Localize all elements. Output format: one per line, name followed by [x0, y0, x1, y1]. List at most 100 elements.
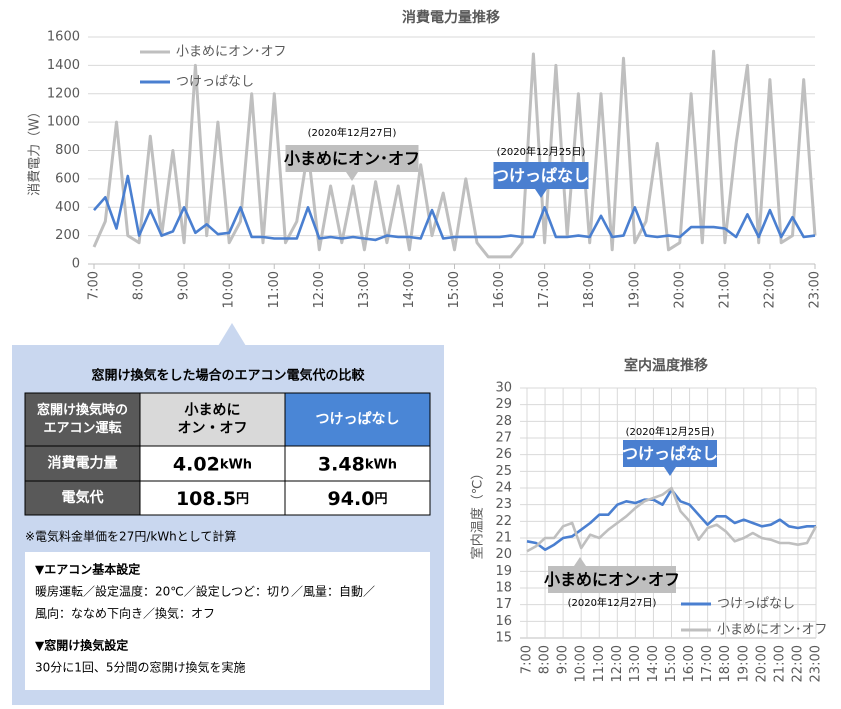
table-header-text: エアコン運転 [43, 420, 121, 436]
series-line [93, 174, 816, 242]
callout-box [493, 162, 589, 189]
table-cell-value: 4.02kWh [173, 453, 252, 475]
x-tick-label: 17:00 [537, 271, 552, 308]
callout-box [285, 145, 419, 172]
x-tick-label: 21:00 [717, 271, 732, 308]
table-row-label: 消費電力量 [48, 455, 118, 472]
series-line [526, 486, 818, 553]
y-tick-label: 15 [495, 631, 512, 646]
settings-line: 暖房運転／設定温度：20℃／設定しつど：切り／風量：自動／ [35, 584, 375, 599]
y-tick-label: 600 [55, 171, 80, 186]
y-tick-label: 400 [55, 200, 80, 215]
cell-number: 94.0 [328, 488, 375, 510]
y-tick-label: 18 [495, 581, 512, 596]
x-tick-label: 10:00 [222, 271, 237, 308]
y-tick-label: 200 [55, 228, 80, 243]
x-tick-label: 14:00 [402, 271, 417, 308]
settings-line: 30分に1回、5分間の窓開け換気を実施 [35, 660, 246, 675]
cell-number: 108.5 [176, 488, 236, 510]
y-axis-label: 室内温度（℃） [470, 467, 486, 560]
table-header-text: つけっぱなし [316, 411, 400, 428]
table-cell [139, 480, 286, 516]
table-cell-value: 94.0円 [328, 488, 388, 510]
table-title: 窓開け換気をした場合のエアコン電気代の比較 [91, 368, 365, 384]
callout-date: (2020年12月25日) [626, 425, 715, 438]
callout-label: 小まめにオン･オフ [544, 570, 680, 589]
y-tick-label: 20 [495, 547, 512, 562]
x-tick-label: 18:00 [718, 645, 733, 682]
x-tick-label: 16:00 [682, 645, 697, 682]
callout-date: (2020年12月27日) [568, 596, 657, 609]
callout-pointer [535, 189, 547, 198]
callout-date: (2020年12月25日) [497, 145, 586, 158]
y-tick-label: 21 [495, 531, 512, 546]
panel-pointer [218, 323, 246, 346]
table-header-text: オン・オフ [178, 421, 248, 437]
callout-pointer [664, 467, 676, 476]
x-tick-label: 11:00 [592, 645, 607, 682]
x-tick-label: 17:00 [700, 645, 715, 682]
settings-box [25, 552, 430, 690]
y-tick-label: 30 [495, 381, 512, 396]
x-tick-label: 20:00 [672, 271, 687, 308]
legend-label: つけっぱなし [717, 597, 795, 612]
x-tick-label: 16:00 [492, 271, 507, 308]
table-row-label: 電気代 [62, 489, 104, 506]
x-tick-label: 9:00 [556, 645, 571, 674]
x-tick-label: 13:00 [628, 645, 643, 682]
y-tick-label: 1000 [47, 115, 80, 130]
x-tick-label: 21:00 [772, 645, 787, 682]
table-row-label-cell [24, 480, 141, 516]
table-header-cell [139, 392, 286, 447]
series-line [92, 49, 817, 259]
chart-title: 消費電力量推移 [402, 9, 500, 26]
callout-box [623, 440, 717, 467]
legend-label: 小まめにオン･オフ [176, 45, 287, 60]
y-tick-label: 24 [495, 481, 512, 496]
table-header-cell [284, 392, 431, 447]
x-tick-label: 18:00 [582, 271, 597, 308]
x-tick-label: 15:00 [664, 645, 679, 682]
table-header-cell [24, 392, 141, 447]
table-cell-value: 108.5円 [176, 488, 249, 510]
x-tick-label: 19:00 [736, 645, 751, 682]
callout-label: 小まめにオン･オフ [284, 149, 420, 168]
cell-unit: kWh [220, 457, 252, 472]
x-tick-label: 23:00 [809, 645, 824, 682]
y-tick-label: 26 [495, 447, 512, 462]
y-tick-label: 0 [72, 257, 80, 272]
y-tick-label: 1600 [47, 30, 80, 45]
y-tick-label: 25 [495, 464, 512, 479]
y-tick-label: 23 [495, 497, 512, 512]
legend-label: つけっぱなし [176, 75, 254, 90]
x-tick-label: 10:00 [574, 645, 589, 682]
x-tick-label: 12:00 [610, 645, 625, 682]
y-tick-label: 29 [495, 397, 512, 412]
y-tick-label: 16 [495, 614, 512, 629]
x-tick-label: 9:00 [177, 271, 192, 300]
x-tick-label: 22:00 [790, 645, 805, 682]
table-cell-value: 3.48kWh [318, 453, 397, 475]
x-tick-label: 7:00 [87, 271, 102, 300]
x-tick-label: 8:00 [538, 645, 553, 674]
y-tick-label: 19 [495, 564, 512, 579]
x-tick-label: 13:00 [357, 271, 372, 308]
table-row-label-cell [24, 445, 141, 482]
y-tick-label: 800 [55, 143, 80, 158]
cell-unit: kWh [365, 457, 397, 472]
cell-unit: 円 [374, 492, 387, 507]
note: ※電気料金単価を27円/kWhとして計算 [25, 529, 236, 544]
x-tick-label: 20:00 [754, 645, 769, 682]
x-tick-label: 15:00 [447, 271, 462, 308]
settings-line: 風向：ななめ下向き／換気：オフ [35, 606, 215, 621]
settings-heading: ▼エアコン基本設定 [35, 562, 140, 577]
y-axis-label: 消費電力（W） [28, 105, 43, 196]
y-tick-label: 1400 [47, 58, 80, 73]
y-tick-label: 1200 [47, 86, 80, 101]
table-header-text: 小まめに [185, 403, 241, 419]
x-tick-label: 11:00 [267, 271, 282, 308]
y-tick-label: 22 [495, 514, 512, 529]
cell-number: 4.02 [173, 453, 220, 475]
x-tick-label: 22:00 [762, 271, 777, 308]
